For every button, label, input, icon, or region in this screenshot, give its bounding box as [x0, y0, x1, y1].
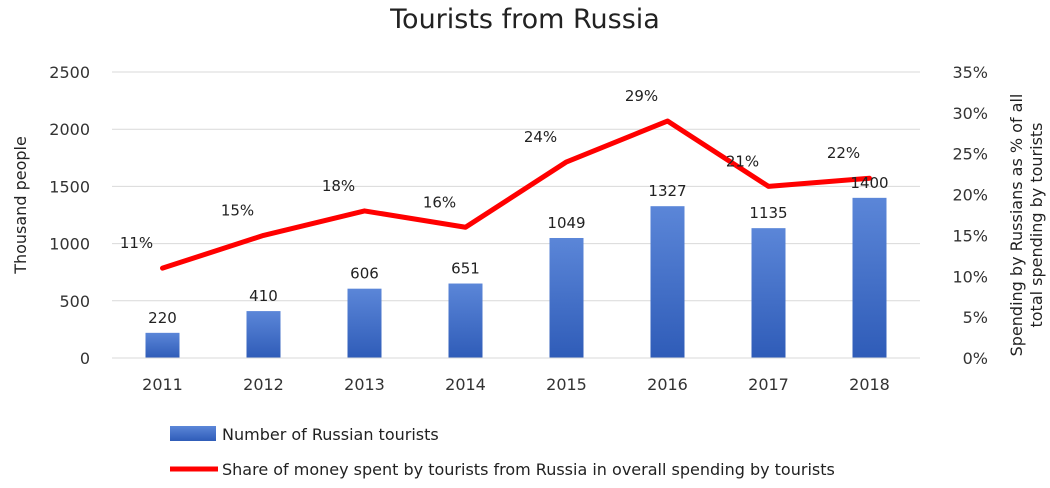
x-tick-label: 2012: [243, 375, 284, 394]
y-tick-label-left: 2500: [49, 63, 90, 82]
line-data-label: 21%: [726, 152, 759, 170]
y-tick-label-right: 5%: [963, 308, 988, 327]
line-series: [160, 118, 872, 271]
y-tick-label-left: 1000: [49, 235, 90, 254]
x-tick-label: 2013: [344, 375, 385, 394]
y-tick-label-right: 25%: [952, 145, 988, 164]
line-data-label: 22%: [827, 144, 860, 162]
bar: [650, 206, 685, 358]
bars: [145, 197, 887, 358]
y-axis-title-right-line2: total spending by tourists: [1027, 122, 1046, 327]
bar-data-label: 410: [249, 287, 278, 305]
bar: [145, 332, 180, 358]
y-tick-label-right: 10%: [952, 267, 988, 286]
y-tick-label-left: 500: [59, 292, 90, 311]
legend-swatch-bar: [170, 426, 216, 441]
line-data-label: 11%: [120, 234, 153, 252]
line-data-label: 18%: [322, 177, 355, 195]
line-data-label: 16%: [423, 193, 456, 211]
y-tick-label-right: 30%: [952, 104, 988, 123]
bar: [852, 197, 887, 358]
bar-data-label: 1400: [850, 174, 888, 192]
bar: [347, 288, 382, 358]
legend: Number of Russian tourists Share of money…: [170, 425, 835, 479]
chart-title: Tourists from Russia: [390, 4, 660, 35]
x-tick-label: 2018: [849, 375, 890, 394]
line-data-label: 29%: [625, 87, 658, 105]
y-axis-title-left: Thousand people: [11, 136, 30, 275]
x-tick-label: 2011: [142, 375, 183, 394]
y-tick-label-left: 2000: [49, 120, 90, 139]
x-tick-label: 2016: [647, 375, 688, 394]
bar: [751, 228, 786, 358]
y-tick-label-left: 1500: [49, 177, 90, 196]
bar-data-label: 1049: [547, 214, 585, 232]
y-tick-label-right: 35%: [952, 63, 988, 82]
x-tick-label: 2017: [748, 375, 789, 394]
y-axis-title-right-line1: Spending by Russians as % of all: [1007, 94, 1026, 357]
bar-data-label: 1135: [749, 204, 787, 222]
bar-data-label: 606: [350, 265, 379, 283]
y-tick-label-right: 0%: [963, 349, 988, 368]
bar-data-label: 1327: [648, 182, 686, 200]
legend-label-bar: Number of Russian tourists: [222, 425, 439, 444]
line-data-label: 24%: [524, 128, 557, 146]
bar: [448, 283, 483, 358]
legend-label-line: Share of money spent by tourists from Ru…: [222, 460, 835, 479]
data-labels: 220 410 606 651 1049 1327 1135 1400 11% 15% 18% 16%…: [120, 87, 889, 327]
line-data-label: 15%: [221, 201, 254, 219]
bar-data-label: 220: [148, 309, 177, 327]
x-tick-label: 2014: [445, 375, 486, 394]
x-tick-label: 2015: [546, 375, 587, 394]
y-tick-label-right: 15%: [952, 226, 988, 245]
bar: [549, 237, 584, 358]
y-axis-title-right: Spending by Russians as % of alltotal sp…: [1007, 94, 1046, 357]
axes: 0 500 1000 1500 2000 2500 0% 5% 10% 15% 20% 25% 30% 3…: [11, 63, 1046, 394]
bar-data-label: 651: [451, 260, 480, 278]
share-line: [160, 118, 872, 271]
y-tick-label-right: 20%: [952, 186, 988, 205]
y-tick-label-left: 0: [80, 349, 90, 368]
bar: [246, 311, 281, 358]
